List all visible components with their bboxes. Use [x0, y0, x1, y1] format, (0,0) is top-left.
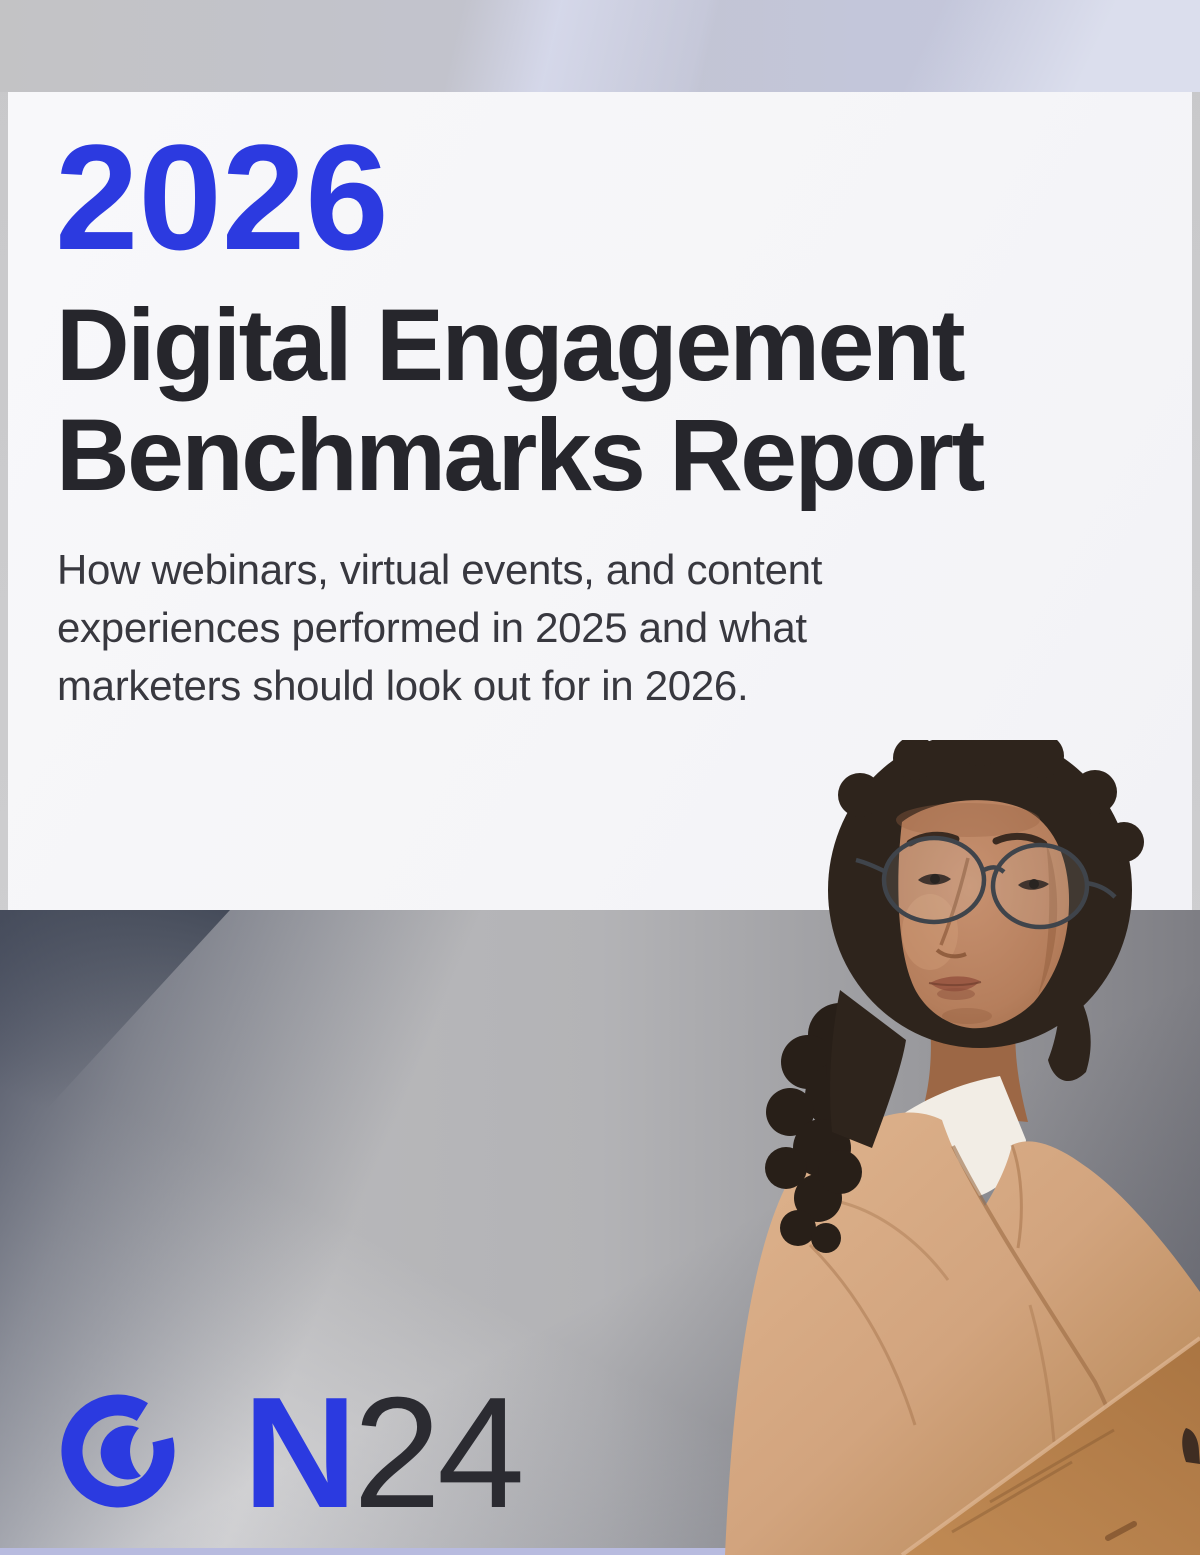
report-title: Digital Engagement Benchmarks Report: [56, 290, 1106, 510]
report-title-line-1: Digital Engagement: [56, 288, 966, 402]
face: [855, 800, 1117, 1029]
top-gradient-band: [0, 0, 1200, 92]
glasses-icon: [855, 835, 1117, 930]
subtitle-line-2: experiences performed in 2025 and what: [57, 604, 807, 651]
report-subtitle: How webinars, virtual events, and conten…: [57, 541, 1057, 715]
year-heading: 2026: [55, 113, 389, 281]
lips: [928, 976, 982, 1000]
nose: [939, 857, 970, 946]
logo-letter-n: N: [243, 1365, 357, 1541]
on24-logo-text: N24: [243, 1374, 525, 1532]
subtitle-line-3: marketers should look out for in 2026.: [57, 662, 749, 709]
woman-portrait-photo: [725, 740, 1200, 1555]
blazer-sleeve-arm: [900, 1336, 1200, 1555]
held-object: [1182, 1428, 1200, 1464]
eyes: [918, 873, 1049, 890]
subtitle-line-1: How webinars, virtual events, and conten…: [57, 546, 823, 593]
bottom-accent-strip: [0, 1548, 1200, 1555]
report-title-line-2: Benchmarks Report: [56, 398, 985, 512]
on24-logo: N24: [55, 1374, 525, 1532]
logo-suffix-24: 24: [353, 1365, 525, 1541]
on24-swirl-o-icon: [61, 1394, 175, 1508]
